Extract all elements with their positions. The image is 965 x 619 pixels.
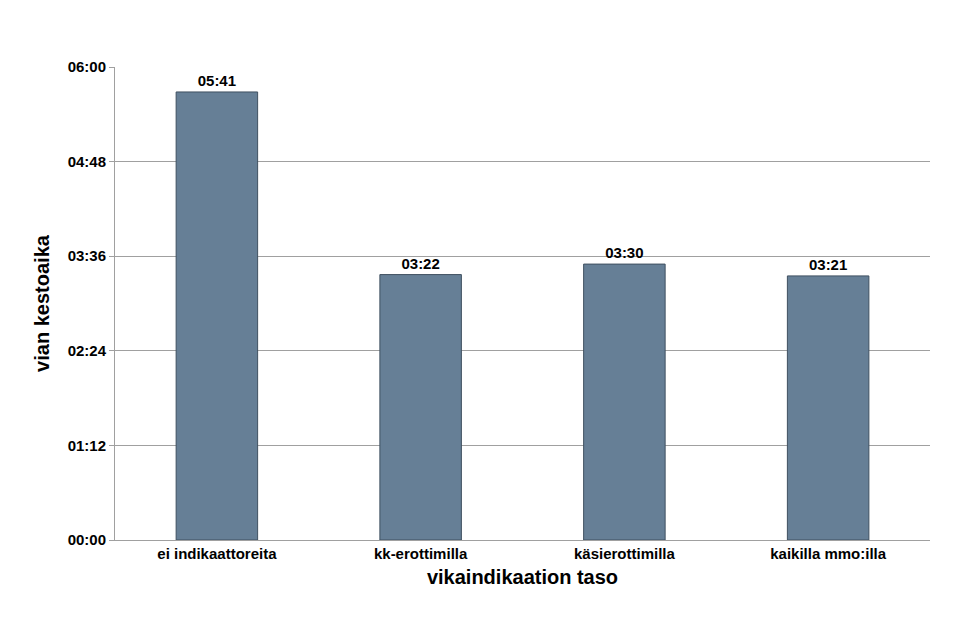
svg-text:ei indikaattoreita: ei indikaattoreita [157, 545, 277, 562]
svg-text:03:30: 03:30 [605, 244, 643, 261]
svg-text:05:41: 05:41 [198, 72, 236, 89]
svg-text:vian kestoaika: vian kestoaika [31, 234, 53, 372]
svg-text:03:21: 03:21 [809, 256, 847, 273]
svg-text:kk-erottimilla: kk-erottimilla [374, 545, 468, 562]
svg-text:06:00: 06:00 [68, 58, 106, 75]
svg-text:vikaindikaation taso: vikaindikaation taso [427, 566, 618, 588]
svg-text:käsierottimilla: käsierottimilla [574, 545, 676, 562]
svg-text:kaikilla mmo:illa: kaikilla mmo:illa [770, 545, 887, 562]
svg-text:03:22: 03:22 [401, 255, 439, 272]
svg-text:03:36: 03:36 [68, 247, 106, 264]
svg-text:04:48: 04:48 [68, 153, 106, 170]
svg-text:00:00: 00:00 [68, 531, 106, 548]
svg-text:01:12: 01:12 [68, 437, 106, 454]
svg-text:02:24: 02:24 [68, 342, 107, 359]
